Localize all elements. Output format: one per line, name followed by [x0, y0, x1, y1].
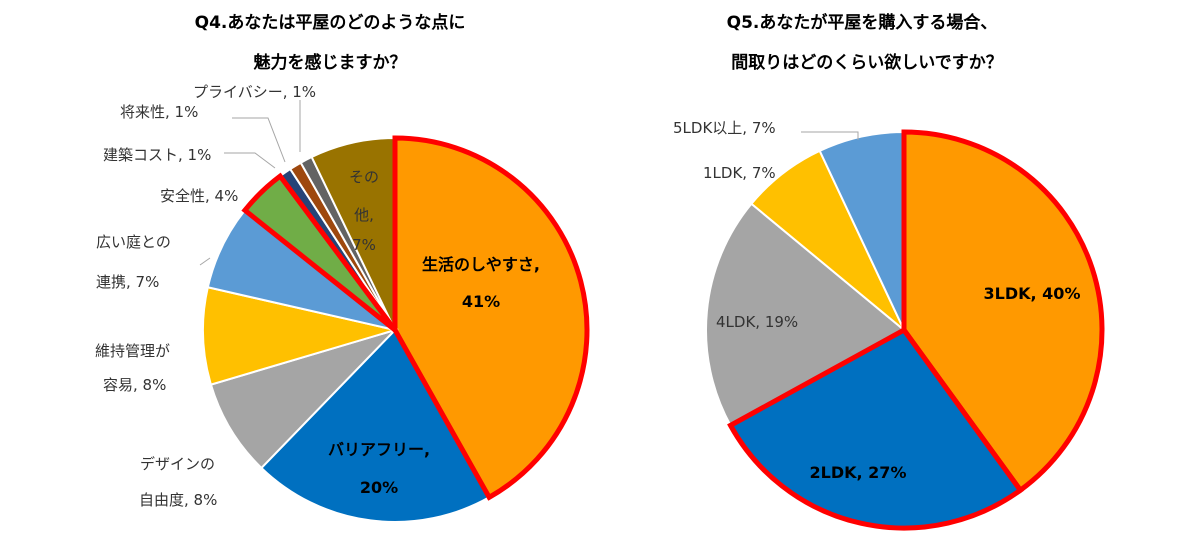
pie-highlight-q4 [241, 135, 590, 501]
data-label-iji-line2: 容易, 8% [103, 376, 166, 394]
pie-slice-1-2 [705, 202, 906, 427]
pie-slice-highlight-1-1 [727, 326, 1024, 531]
leader-line-niwa [199, 257, 211, 266]
data-label-barrierfree-value: 20% [360, 478, 398, 497]
data-label-barrierfree-name: バリアフリー, [328, 440, 430, 459]
pie-slice-highlight-1-0 [901, 129, 1105, 494]
data-label-design-line1: デザインの [140, 455, 215, 473]
data-label-sonota-line1: その [349, 168, 379, 186]
pie-slice-0-2 [209, 327, 399, 470]
data-label-anzen: 安全性, 4% [160, 187, 238, 205]
pie-chart-q4: Q4.あなたは平屋のどのような点に 魅力を感じますか？ プライバシー, 1% 将… [95, 12, 590, 523]
leader-line-shorai [232, 117, 286, 163]
data-label-4ldk: 4LDK, 19% [716, 313, 798, 331]
pie-slice-0-3 [202, 286, 399, 386]
pie-slices-q5 [705, 130, 1103, 529]
data-label-seikatsu-name: 生活のしやすさ, [422, 255, 540, 274]
data-label-niwa-line2: 連携, 7% [96, 273, 159, 291]
data-label-seikatsu-value: 41% [462, 292, 500, 311]
pie-chart-q5: Q5.あなたが平屋を購入する場合、 間取りはどのくらい欲しいですか？ 5LDK以… [673, 12, 1105, 531]
pie-slice-0-1 [260, 328, 491, 523]
data-label-privacy: プライバシー, 1% [193, 83, 316, 101]
leader-line-5ldk [801, 131, 859, 140]
leader-line-kenchiku [224, 152, 276, 169]
data-label-niwa-line1: 広い庭との [96, 233, 171, 251]
data-label-kenchiku: 建築コスト, 1% [103, 146, 211, 164]
data-label-iji-line1: 維持管理が [95, 342, 170, 360]
chart-title-q5-line2: 間取りはどのくらい欲しいですか？ [731, 52, 1003, 73]
data-label-1ldk: 1LDK, 7% [703, 164, 776, 182]
data-label-shorai: 将来性, 1% [120, 103, 198, 121]
data-label-5ldk: 5LDK以上, 7% [673, 119, 776, 137]
chart-title-q4-line1: Q4.あなたは平屋のどのような点に [195, 12, 466, 33]
pie-slice-highlight-0-0 [392, 135, 590, 501]
chart-title-q4-line2: 魅力を感じますか？ [254, 52, 407, 73]
leader-lines-q4 [199, 100, 301, 266]
data-label-3ldk: 3LDK, 40% [984, 284, 1081, 303]
chart-title-q5-line1: Q5.あなたが平屋を購入する場合、 [727, 12, 998, 33]
data-label-2ldk: 2LDK, 27% [810, 463, 907, 482]
pie-slice-highlight-0-5 [241, 172, 398, 332]
data-label-sonota-line2: 他, [354, 206, 374, 224]
data-label-sonota-line3: 7% [352, 236, 376, 254]
pie-highlight-q5 [727, 129, 1105, 531]
data-label-design-line2: 自由度, 8% [139, 491, 217, 509]
